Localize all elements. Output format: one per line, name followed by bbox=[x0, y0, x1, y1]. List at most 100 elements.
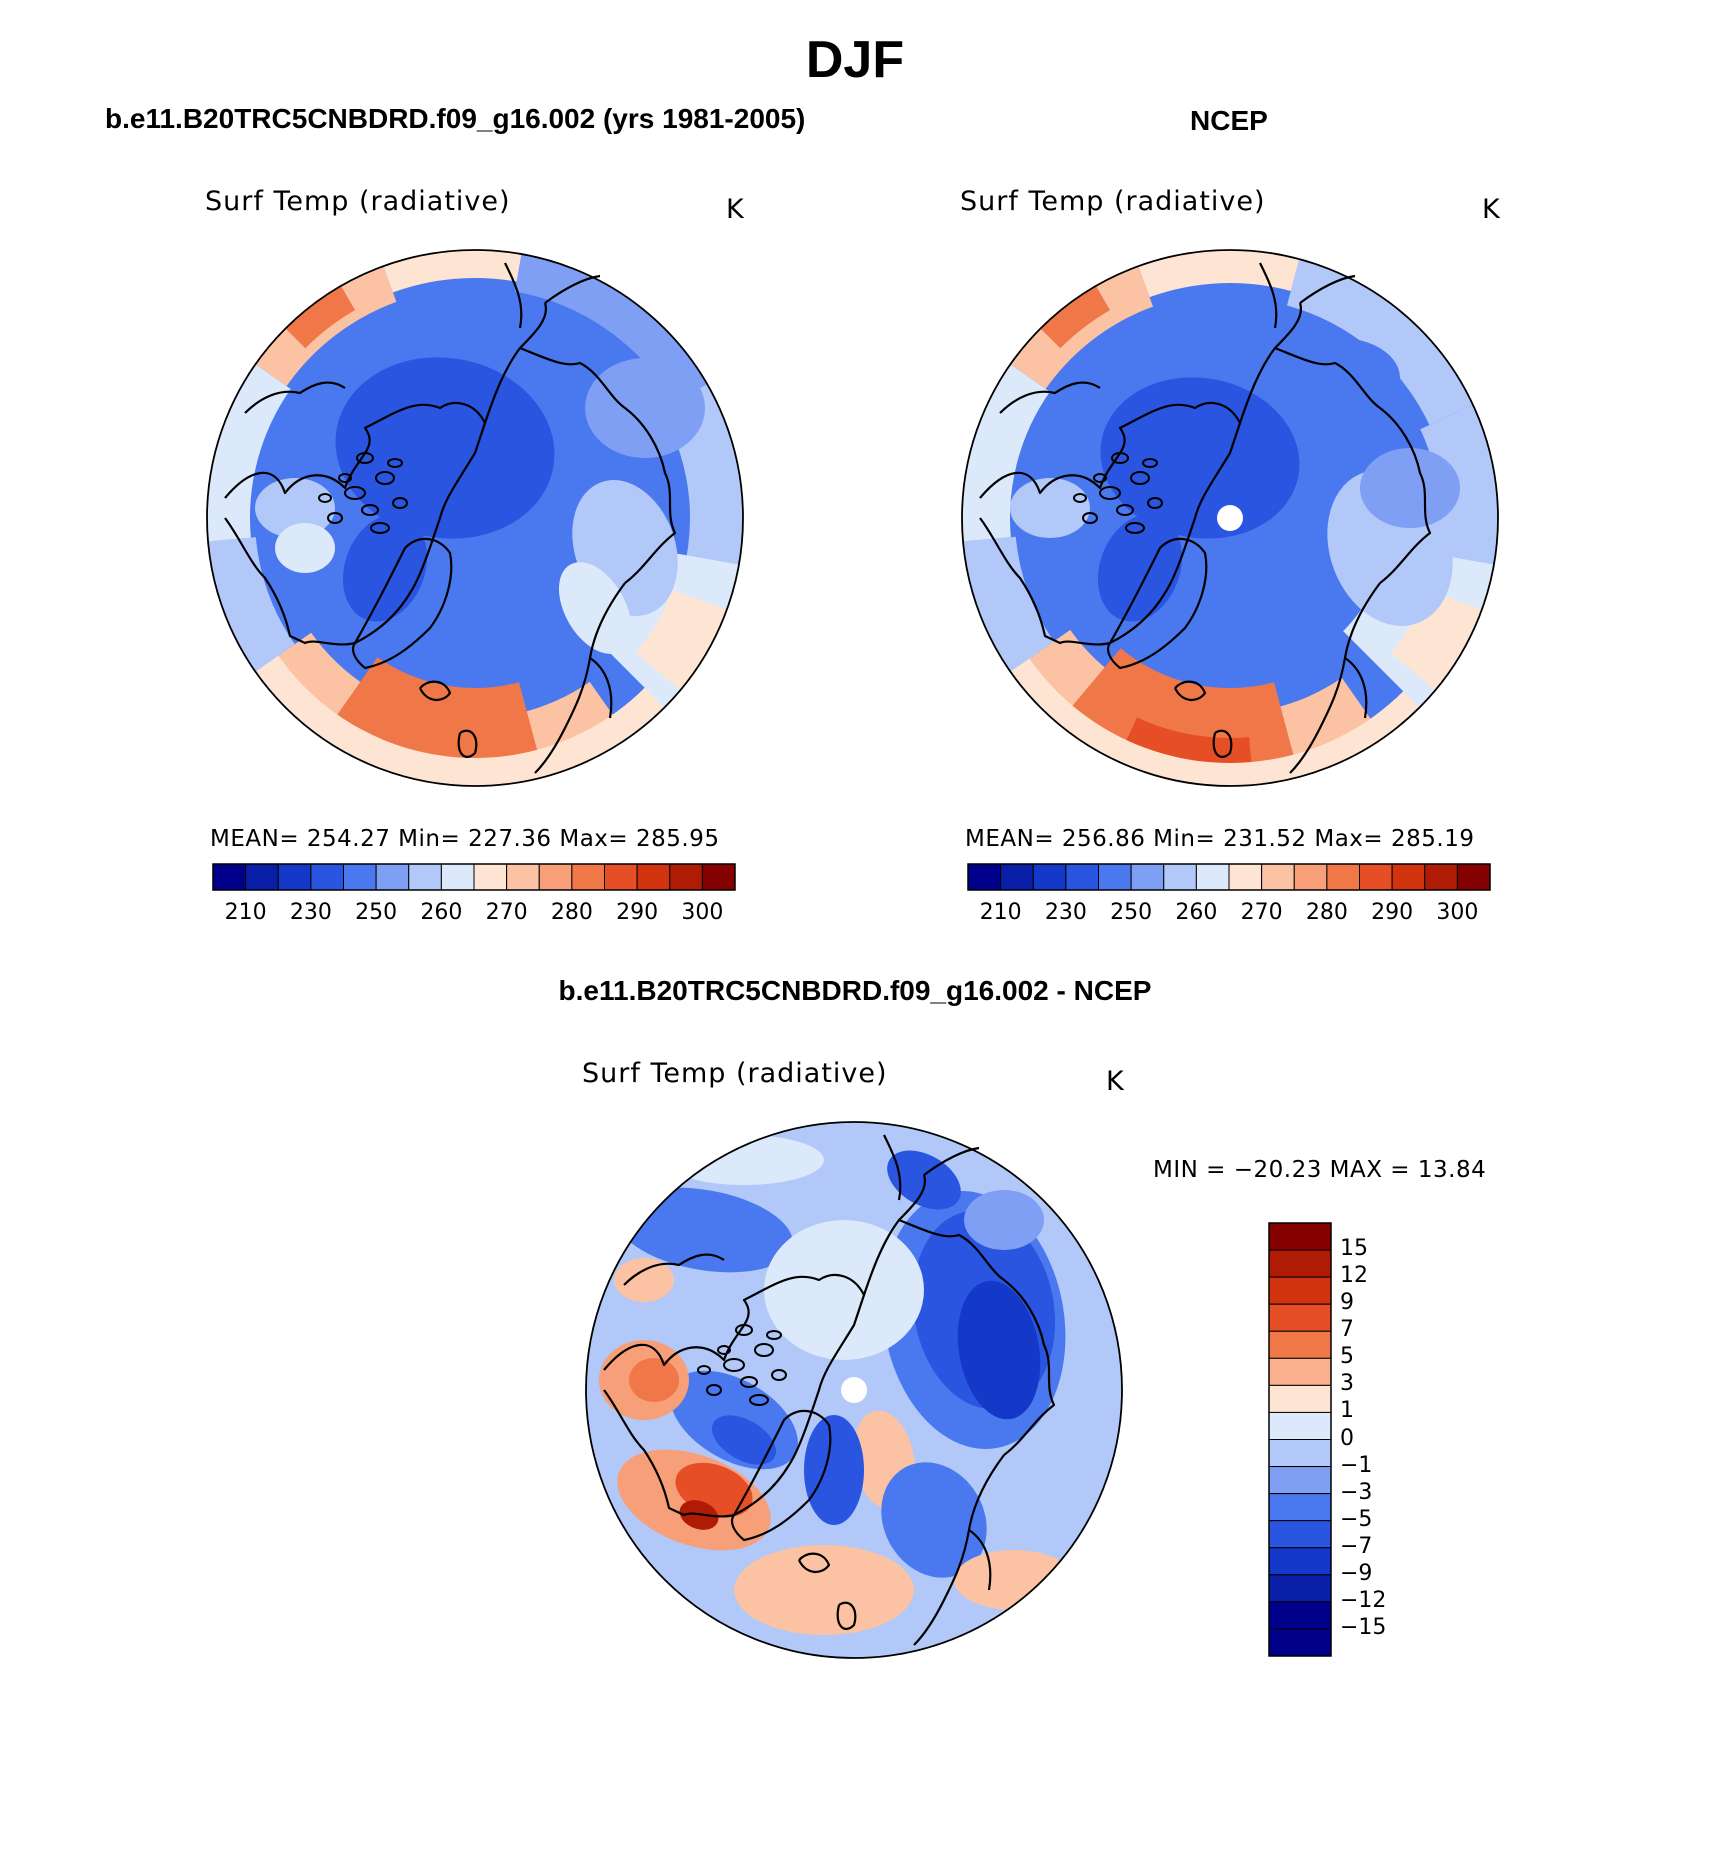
contour-region bbox=[615, 1187, 793, 1273]
colorbar3-tick-label: −5 bbox=[1340, 1506, 1373, 1532]
map1-coastline bbox=[244, 381, 346, 414]
map3-island bbox=[706, 1384, 722, 1396]
colorbar3-swatch bbox=[1268, 1520, 1332, 1549]
colorbar1-tick-label: 280 bbox=[550, 900, 593, 925]
panel1-colorbar bbox=[212, 863, 736, 891]
colorbar2-swatch bbox=[1456, 863, 1491, 891]
panel2-variable-label: Surf Temp (radiative) bbox=[960, 186, 1266, 217]
contour-region bbox=[664, 1135, 824, 1185]
map2-coastline bbox=[1106, 537, 1208, 670]
colorbar3-swatch bbox=[1268, 1222, 1332, 1251]
map3-coastline bbox=[913, 1454, 1005, 1646]
map1-island bbox=[338, 473, 352, 483]
map3-island bbox=[697, 1365, 711, 1375]
panel2-stats: MEAN= 256.86 Min= 231.52 Max= 285.19 bbox=[965, 826, 1475, 852]
colorbar1-swatch bbox=[473, 863, 508, 891]
map1-island bbox=[387, 458, 403, 468]
colorbar1-tick-label: 250 bbox=[355, 900, 398, 925]
colorbar1-swatch bbox=[212, 863, 247, 891]
map2-map-boundary bbox=[961, 249, 1499, 787]
colorbar2-swatch bbox=[1424, 863, 1458, 891]
map3-island bbox=[717, 1345, 731, 1355]
map3-coastline bbox=[862, 1174, 1056, 1456]
colorbar2-swatch bbox=[1195, 863, 1230, 891]
map1-island bbox=[356, 452, 374, 464]
colorbar3-swatch bbox=[1268, 1330, 1332, 1359]
contour-region bbox=[335, 357, 555, 539]
map3-island bbox=[771, 1369, 787, 1381]
panel1-colorbar-ticks: 210 230 250 260 270 280 290 300 bbox=[213, 900, 735, 930]
contour-region bbox=[342, 514, 428, 622]
map2-island bbox=[1130, 471, 1150, 485]
colorbar1-swatch bbox=[375, 863, 410, 891]
contour-region bbox=[881, 1462, 987, 1578]
panel3-polar-map bbox=[585, 1121, 1123, 1659]
map2-coastline bbox=[1259, 262, 1356, 329]
colorbar1-swatch bbox=[636, 863, 671, 891]
contour-region bbox=[207, 537, 295, 679]
contour-region bbox=[1097, 514, 1183, 622]
contour-region bbox=[277, 275, 355, 349]
colorbar2-swatch bbox=[1000, 863, 1034, 891]
map1-island bbox=[327, 512, 343, 524]
contour-region bbox=[764, 1220, 924, 1360]
colorbar3-tick-label: −3 bbox=[1340, 1479, 1373, 1505]
colorbar3-swatch bbox=[1268, 1303, 1332, 1332]
map1-coastline bbox=[483, 302, 677, 584]
map2-pole-missing-data bbox=[1217, 505, 1243, 531]
colorbar1-swatch bbox=[669, 863, 703, 891]
panel2-polar-map bbox=[961, 249, 1499, 787]
contour-region bbox=[1286, 250, 1484, 426]
panel2-units: K bbox=[1482, 194, 1500, 225]
map1-island bbox=[344, 486, 366, 500]
panel3-variable-label: Surf Temp (radiative) bbox=[582, 1058, 888, 1089]
panel1-stats: MEAN= 254.27 Min= 227.36 Max= 285.95 bbox=[210, 826, 720, 852]
map3-coastline bbox=[603, 1273, 866, 1518]
panel1-subtitle: b.e11.B20TRC5CNBDRD.f09_g16.002 (yrs 198… bbox=[105, 103, 806, 134]
colorbar3-swatch bbox=[1268, 1357, 1332, 1386]
colorbar2-tick-label: 270 bbox=[1240, 900, 1283, 925]
colorbar2-swatch bbox=[1326, 863, 1360, 891]
map3-coastline bbox=[883, 1134, 980, 1201]
colorbar1-swatch bbox=[538, 863, 573, 891]
panel3-units: K bbox=[1106, 1066, 1124, 1097]
map2-coastlines bbox=[979, 262, 1432, 774]
map3-island bbox=[749, 1394, 769, 1406]
map2-island bbox=[1111, 452, 1129, 464]
colorbar1-tick-label: 260 bbox=[420, 900, 463, 925]
colorbar1-swatch bbox=[310, 863, 344, 891]
colorbar1-tick-label: 300 bbox=[681, 900, 724, 925]
colorbar3-tick-label: 15 bbox=[1340, 1236, 1368, 1262]
panel1-units: K bbox=[726, 194, 744, 225]
colorbar1-swatch bbox=[277, 863, 312, 891]
contour-region bbox=[957, 1280, 1041, 1420]
map2-island bbox=[1125, 522, 1145, 534]
colorbar3-tick-label: −9 bbox=[1340, 1560, 1373, 1586]
contour-region bbox=[734, 1545, 914, 1635]
colorbar2-swatch bbox=[1359, 863, 1393, 891]
colorbar2-tick-label: 230 bbox=[1044, 900, 1087, 925]
colorbar3-tick-label: 12 bbox=[1340, 1263, 1368, 1289]
map3-coastline bbox=[623, 1253, 725, 1286]
colorbar3-tick-label: 7 bbox=[1340, 1317, 1354, 1343]
map1-island bbox=[361, 504, 379, 516]
colorbar1-swatch bbox=[701, 863, 736, 891]
contour-region bbox=[1360, 448, 1460, 528]
colorbar1-tick-label: 290 bbox=[616, 900, 659, 925]
colorbar1-frame bbox=[212, 863, 736, 891]
contour-region bbox=[614, 1258, 674, 1302]
colorbar1-swatch bbox=[604, 863, 638, 891]
map1-coastline bbox=[419, 680, 452, 701]
map3-island bbox=[735, 1324, 753, 1336]
map2-island bbox=[1082, 512, 1098, 524]
colorbar3-swatch bbox=[1268, 1249, 1332, 1278]
colorbar1-tick-label: 230 bbox=[289, 900, 332, 925]
map1-island bbox=[318, 493, 332, 503]
map2-island bbox=[1142, 458, 1158, 468]
colorbar3-swatch bbox=[1268, 1276, 1332, 1305]
colorbar1-tick-label: 270 bbox=[485, 900, 528, 925]
colorbar3-tick-label: 9 bbox=[1340, 1290, 1354, 1316]
map2-coastline bbox=[1238, 302, 1432, 584]
colorbar3-tick-label: 5 bbox=[1340, 1344, 1354, 1370]
map3-map-boundary bbox=[585, 1121, 1123, 1659]
